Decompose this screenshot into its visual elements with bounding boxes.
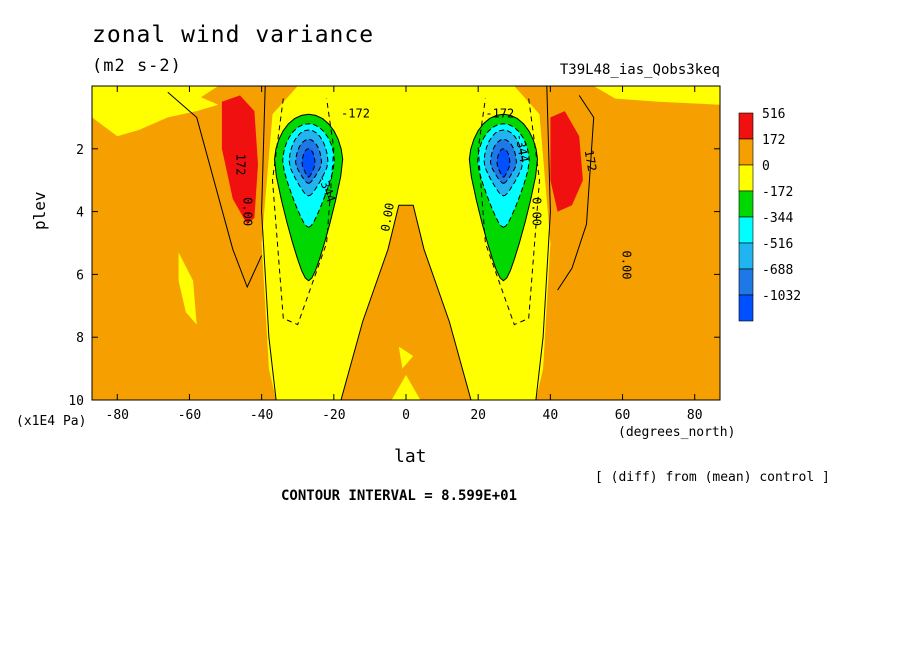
field-equator-patch	[398, 346, 414, 369]
dash-line-sh	[271, 98, 335, 326]
contour-label: -344	[512, 133, 531, 164]
zero-line-equator	[340, 204, 472, 401]
colorbar-label: 172	[762, 133, 785, 148]
y-tick-label: 2	[76, 143, 84, 158]
contour-label: 0.00	[378, 202, 397, 233]
colorbar-swatch	[738, 112, 754, 140]
chart-title: zonal wind variance	[92, 22, 375, 48]
colorbar-label: 516	[762, 107, 785, 122]
colorbar-label: -1032	[762, 289, 801, 304]
contour-label: -172	[341, 106, 370, 120]
contour-label: 0.00	[529, 197, 543, 226]
field-equatorial-positive	[341, 205, 471, 400]
x-tick-label: -60	[178, 408, 201, 423]
y-axis-units: (x1E4 Pa)	[16, 414, 87, 429]
x-tick-label: 0	[402, 408, 410, 423]
colorbar-swatch	[738, 268, 754, 296]
field-sh-positive-max	[221, 95, 258, 225]
x-axis-label: lat	[394, 446, 427, 467]
colorbar-label: -172	[762, 185, 793, 200]
colorbar-swatch	[738, 138, 754, 166]
x-tick-label: 80	[687, 408, 703, 423]
x-tick-label: 20	[470, 408, 486, 423]
x-axis-units: (degrees_north)	[618, 425, 736, 440]
colorbar-swatch	[738, 216, 754, 244]
zero-line-sh	[261, 85, 277, 401]
nh-jet-core-band-4	[496, 148, 511, 178]
run-label: T39L48_ias_Qobs3keq	[559, 62, 720, 78]
contour-label: 172	[582, 149, 600, 173]
colorbar-label: -344	[762, 211, 793, 226]
field-upper-left-negative	[92, 92, 219, 137]
y-tick-label: 4	[76, 206, 84, 221]
field-top-right-negative	[593, 86, 720, 105]
dash-line-nh	[477, 98, 541, 326]
colorbar-swatch	[738, 242, 754, 270]
field-small-negative-left	[178, 252, 197, 325]
contour-lines	[167, 85, 595, 401]
x-axis: -80 -60 -40 -20 0 20 40 60 80	[106, 86, 703, 423]
colorbar: 516 172 0 -172 -344 -516 -688 -1032	[738, 107, 801, 322]
x-tick-label: -40	[250, 408, 273, 423]
colorbar-label: 0	[762, 159, 770, 174]
chart-units: (m2 s-2)	[92, 56, 182, 76]
contour-label: -172	[485, 106, 514, 120]
diff-note: [ (diff) from (mean) control ]	[595, 470, 830, 485]
shaded-fields	[92, 86, 720, 400]
contour-label: 172	[233, 154, 247, 176]
colorbar-swatch	[738, 294, 754, 322]
thin-line-nh	[557, 95, 595, 291]
contour-label: 0.00	[241, 197, 255, 226]
contour-interval: CONTOUR INTERVAL = 8.599E+01	[281, 488, 518, 504]
zero-line-nh	[535, 85, 551, 401]
y-tick-label: 10	[68, 394, 84, 409]
x-tick-label: 60	[615, 408, 631, 423]
x-tick-label: 40	[543, 408, 559, 423]
field-equator-bottom-negative	[391, 374, 421, 400]
y-tick-label: 8	[76, 331, 84, 346]
sh-jet-core-band-4	[301, 148, 316, 178]
colorbar-label: -688	[762, 263, 793, 278]
field-nh-positive-max	[550, 111, 583, 212]
contour-label: 0.00	[620, 251, 634, 280]
colorbar-label: -516	[762, 237, 793, 252]
colorbar-swatch	[738, 164, 754, 192]
thin-line-sh	[167, 91, 263, 289]
x-tick-label: -80	[106, 408, 129, 423]
x-tick-label: -20	[322, 408, 345, 423]
colorbar-swatch	[738, 190, 754, 218]
y-tick-label: 6	[76, 268, 84, 283]
y-axis: 2 4 6 8 10	[68, 143, 720, 409]
